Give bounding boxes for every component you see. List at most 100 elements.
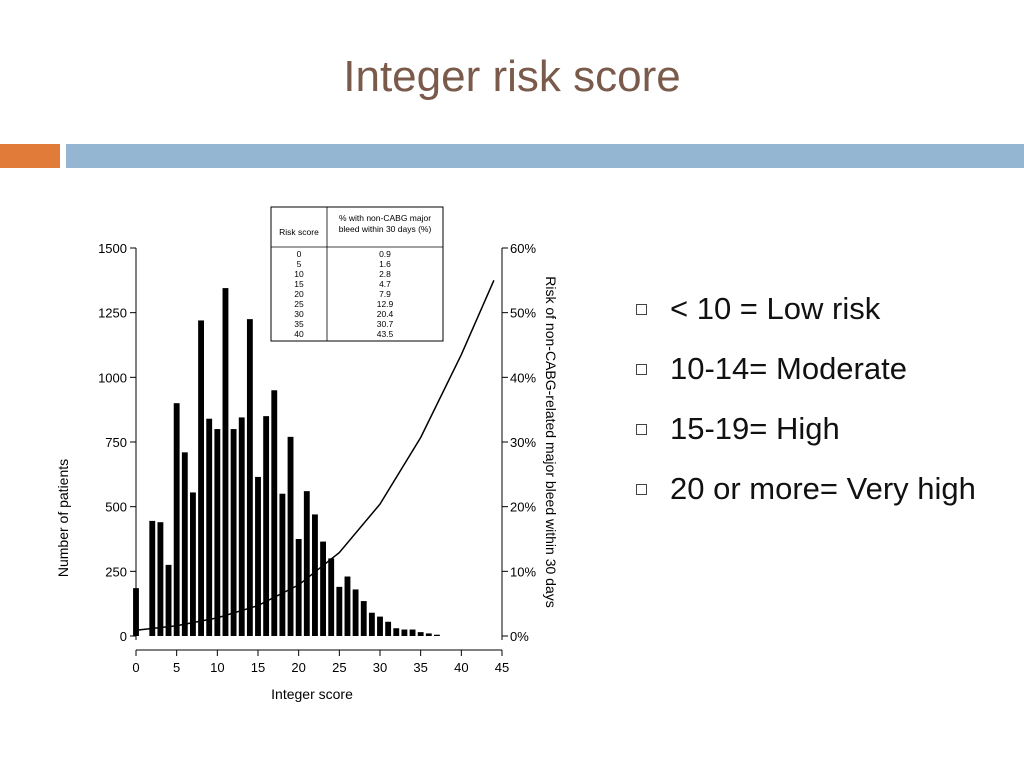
inset-table-cell: 0.9: [379, 249, 391, 259]
histogram-bar: [303, 491, 310, 636]
y2-tick-label: 30%: [510, 435, 536, 450]
inset-table-cell: 20.4: [377, 309, 394, 319]
histogram-bar: [336, 586, 343, 636]
bars: [133, 288, 440, 636]
histogram-bar: [401, 629, 408, 636]
bullet-text: 10-14= Moderate: [670, 351, 907, 386]
histogram-bar: [246, 319, 253, 636]
x-tick-label: 15: [251, 660, 265, 675]
histogram-bar: [368, 612, 375, 636]
y-tick-label: 1000: [98, 370, 127, 385]
inset-table-header: Risk score: [279, 227, 319, 237]
histogram-bar: [190, 492, 196, 636]
inset-table-cell: 12.9: [377, 299, 394, 309]
histogram-bar: [344, 576, 351, 636]
square-bullet-icon: [636, 484, 647, 495]
histogram-bar: [393, 628, 400, 636]
histogram-bar: [328, 558, 335, 636]
histogram-bar: [409, 629, 416, 636]
histogram-bar: [222, 288, 229, 636]
y-tick-label: 0: [120, 629, 127, 644]
histogram-bar: [385, 621, 392, 636]
histogram-bar: [149, 520, 156, 636]
histogram-bar: [214, 429, 221, 636]
chart-svg: Risk score % with non-CABG major bleed wit…: [55, 206, 559, 702]
bullet-text: 20 or more= Very high: [670, 471, 976, 506]
histogram-bar: [279, 493, 286, 636]
inset-table-cell: 35: [294, 319, 304, 329]
bullet-text: 15-19= High: [670, 411, 840, 446]
histogram-bar: [165, 564, 172, 636]
x-tick-label: 35: [413, 660, 427, 675]
y-tick-label: 1500: [98, 241, 127, 256]
inset-table-cell: 30.7: [377, 319, 394, 329]
bullet-item: < 10 = Low risk: [634, 290, 994, 327]
histogram-bar: [320, 541, 326, 636]
y-tick-label: 500: [105, 500, 127, 515]
y-tick-label: 750: [105, 435, 127, 450]
slide-title: Integer risk score: [343, 52, 681, 101]
square-bullet-icon: [636, 424, 647, 435]
inset-table-cell: 25: [294, 299, 304, 309]
risk-curve-line: [135, 279, 495, 631]
x-tick-label: 30: [373, 660, 387, 675]
inset-table-cell: 43.5: [377, 329, 394, 339]
inset-table-cell: 7.9: [379, 289, 391, 299]
square-bullet-icon: [636, 364, 647, 375]
histogram-bar: [263, 416, 270, 636]
histogram-bar: [255, 476, 261, 636]
inset-table-cell: 10: [294, 269, 304, 279]
y2-tick-label: 0%: [510, 629, 529, 644]
x-tick-label: 10: [210, 660, 224, 675]
histogram-bar: [238, 417, 245, 636]
inset-table-cell: 2.8: [379, 269, 391, 279]
histogram-bar: [230, 429, 237, 636]
inset-table-cell: 0: [297, 249, 302, 259]
header-band-accent: [0, 144, 60, 168]
header-band: [66, 144, 1024, 168]
y2-tick-label: 20%: [510, 500, 536, 515]
y2-tick-label: 10%: [510, 564, 536, 579]
inset-table: Risk score % with non-CABG major bleed wit…: [270, 206, 444, 342]
axes: 02505007501000125015000%10%20%30%40%50%6…: [98, 241, 536, 675]
x-tick-label: 0: [132, 660, 139, 675]
y2-tick-label: 60%: [510, 241, 536, 256]
inset-table-cell: 5: [297, 259, 302, 269]
histogram-bar: [360, 601, 367, 636]
bullet-item: 10-14= Moderate: [634, 350, 994, 387]
inset-table-cell: 30: [294, 309, 304, 319]
y-axis-label: Number of patients: [55, 459, 71, 577]
bullet-list: < 10 = Low risk 10-14= Moderate 15-19= H…: [634, 290, 994, 530]
inset-table-cell: 4.7: [379, 279, 391, 289]
histogram-chart: Risk score % with non-CABG major bleed wit…: [50, 200, 570, 710]
histogram-bar: [295, 539, 302, 636]
histogram-bar: [377, 616, 383, 636]
histogram-bar: [352, 589, 359, 636]
square-bullet-icon: [636, 304, 647, 315]
x-tick-label: 25: [332, 660, 346, 675]
inset-table-cell: 15: [294, 279, 304, 289]
inset-table-frame: [270, 206, 444, 342]
histogram-bar: [271, 390, 278, 636]
x-tick-label: 5: [173, 660, 180, 675]
inset-table-header: % with non-CABG major bleed within 30 day…: [339, 213, 432, 234]
histogram-bar: [312, 514, 318, 636]
y2-tick-label: 50%: [510, 306, 536, 321]
y2-tick-label: 40%: [510, 370, 536, 385]
histogram-bar: [434, 634, 440, 636]
histogram-bar: [198, 320, 204, 636]
x-tick-label: 45: [495, 660, 509, 675]
x-tick-label: 20: [291, 660, 305, 675]
histogram-bar: [425, 633, 432, 636]
bullet-text: < 10 = Low risk: [670, 291, 881, 326]
inset-table-cell: 40: [294, 329, 304, 339]
x-tick-label: 40: [454, 660, 468, 675]
bullet-item: 15-19= High: [634, 410, 994, 447]
histogram-bar: [417, 632, 424, 636]
bullet-item: 20 or more= Very high: [634, 470, 994, 507]
histogram-bar: [206, 418, 213, 636]
x-axis-label: Integer score: [271, 686, 353, 702]
histogram-bar: [181, 452, 188, 636]
y-tick-label: 1250: [98, 306, 127, 321]
y2-axis-label: Risk of non-CABG-related major bleed wit…: [543, 276, 559, 608]
